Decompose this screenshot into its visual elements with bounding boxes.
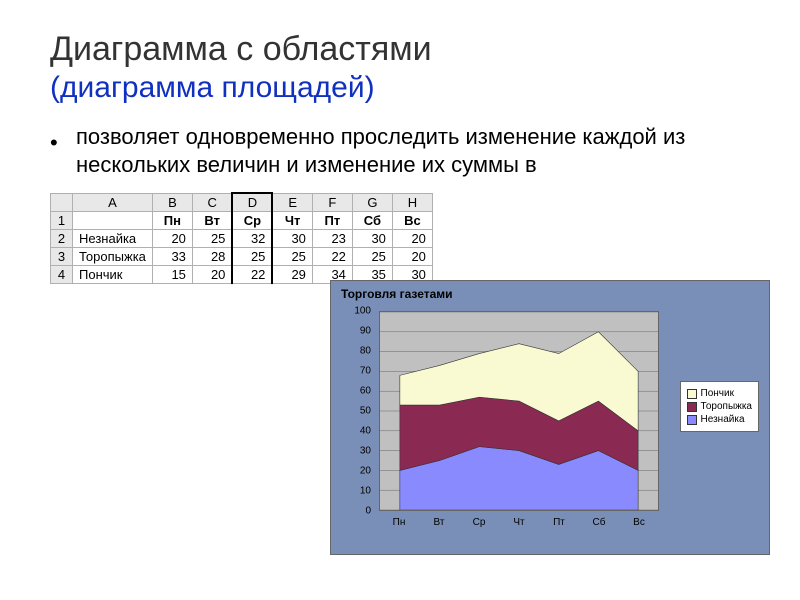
table-cell[interactable]: Пончик <box>73 266 153 284</box>
table-cell[interactable]: Вс <box>392 212 432 230</box>
y-tick-label: 100 <box>354 306 371 317</box>
table-cell[interactable]: 28 <box>192 248 232 266</box>
table-row: 2Незнайка20253230233020 <box>51 230 433 248</box>
table-cell[interactable]: 25 <box>352 248 392 266</box>
legend-item: Пончик <box>687 388 752 399</box>
y-tick-label: 80 <box>360 346 371 357</box>
legend-item: Торопыжка <box>687 401 752 412</box>
table-cell[interactable]: Пт <box>312 212 352 230</box>
y-tick-label: 20 <box>360 466 371 477</box>
y-tick-label: 40 <box>360 426 371 437</box>
row-header[interactable]: 3 <box>51 248 73 266</box>
table-cell[interactable]: Вт <box>192 212 232 230</box>
row-header[interactable]: 1 <box>51 212 73 230</box>
col-header[interactable]: E <box>272 193 312 212</box>
table-cell[interactable]: 20 <box>192 266 232 284</box>
table-cell[interactable]: Чт <box>272 212 312 230</box>
table-cell[interactable]: 15 <box>152 266 192 284</box>
y-axis-labels: 0102030405060708090100 <box>331 311 375 511</box>
legend-label: Торопыжка <box>701 401 752 412</box>
row-header[interactable]: 4 <box>51 266 73 284</box>
x-tick-label: Пн <box>393 517 406 528</box>
x-axis-labels: Пн Вт Ср Чт Пт Сб Вс <box>379 515 659 535</box>
table-cell[interactable]: 30 <box>352 230 392 248</box>
legend-label: Пончик <box>701 388 734 399</box>
table-corner <box>51 193 73 212</box>
area-chart: Торговля газетами 0 10 20 30 40 50 60 70 80 90 100… <box>330 280 770 555</box>
y-tick-label: 50 <box>360 406 371 417</box>
legend-swatch <box>687 415 697 425</box>
y-tick-label: 30 <box>360 446 371 457</box>
body-content: позволяет одновременно проследить измене… <box>76 124 685 177</box>
legend-label: Незнайка <box>701 414 745 425</box>
table-cell[interactable]: 20 <box>152 230 192 248</box>
table-cell[interactable]: 20 <box>392 248 432 266</box>
y-tick-label: 70 <box>360 366 371 377</box>
table-cell[interactable]: 20 <box>392 230 432 248</box>
table-cell[interactable]: 25 <box>232 248 272 266</box>
y-tick-label: 90 <box>360 326 371 337</box>
col-header[interactable]: B <box>152 193 192 212</box>
table-cell[interactable]: 22 <box>312 248 352 266</box>
legend-swatch <box>687 389 697 399</box>
legend-swatch <box>687 402 697 412</box>
x-tick-label: Чт <box>513 517 524 528</box>
legend: Пончик Торопыжка Незнайка <box>680 381 759 432</box>
y-tick-label: 0 <box>365 506 371 517</box>
col-header[interactable]: C <box>192 193 232 212</box>
chart-title: Торговля газетами <box>331 281 769 307</box>
y-tick-label: 10 <box>360 486 371 497</box>
table-cell[interactable]: 29 <box>272 266 312 284</box>
table-cell[interactable]: 32 <box>232 230 272 248</box>
col-header[interactable]: D <box>232 193 272 212</box>
table-cell[interactable]: Торопыжка <box>73 248 153 266</box>
plot-area <box>379 311 659 511</box>
col-header[interactable]: H <box>392 193 432 212</box>
row-header[interactable]: 2 <box>51 230 73 248</box>
legend-item: Незнайка <box>687 414 752 425</box>
body-text: • позволяет одновременно проследить изме… <box>50 123 750 178</box>
excel-table: ABCDEFGH1ПнВтСрЧтПтСбВс2Незнайка20253230… <box>50 192 750 284</box>
x-tick-label: Сб <box>593 517 606 528</box>
table-cell[interactable]: 30 <box>272 230 312 248</box>
table-cell[interactable]: Сб <box>352 212 392 230</box>
x-tick-label: Вт <box>434 517 445 528</box>
slide-subtitle: (диаграмма площадей) <box>50 71 750 105</box>
y-tick-label: 60 <box>360 386 371 397</box>
table-row: 3Торопыжка33282525222520 <box>51 248 433 266</box>
slide-title: Диаграмма с областями <box>50 30 750 69</box>
col-header[interactable]: A <box>73 193 153 212</box>
x-tick-label: Ср <box>473 517 486 528</box>
table-row: 1 ПнВтСрЧтПтСбВс <box>51 212 433 230</box>
table-cell[interactable] <box>73 212 153 230</box>
table-cell[interactable]: Незнайка <box>73 230 153 248</box>
table-cell[interactable]: Ср <box>232 212 272 230</box>
table-cell[interactable]: 25 <box>192 230 232 248</box>
x-tick-label: Пт <box>553 517 565 528</box>
col-header[interactable]: F <box>312 193 352 212</box>
x-tick-label: Вс <box>633 517 645 528</box>
table-cell[interactable]: 25 <box>272 248 312 266</box>
table-cell[interactable]: 33 <box>152 248 192 266</box>
table-cell[interactable]: Пн <box>152 212 192 230</box>
table-cell[interactable]: 22 <box>232 266 272 284</box>
col-header[interactable]: G <box>352 193 392 212</box>
bullet-icon: • <box>50 129 58 157</box>
table-cell[interactable]: 23 <box>312 230 352 248</box>
